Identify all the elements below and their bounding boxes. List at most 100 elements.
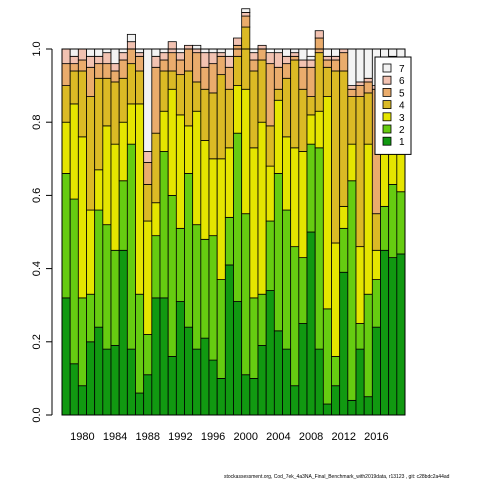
bar-segment-2011-age-7 [331,48,341,57]
bar-segment-1979-age-1 [69,363,79,416]
bar-segment-2003-age-2 [265,220,275,291]
legend-swatch-5 [382,88,392,97]
bar-segment-1984-age-2 [110,249,120,346]
bar-segment-2002-age-6 [257,44,267,50]
bar-segment-1996-age-6 [208,52,218,65]
bar-segment-1978-age-5 [61,63,71,86]
bar-segment-1980-age-5 [77,59,87,72]
bar-segment-1995-age-4 [200,88,210,141]
bar-segment-2013-age-4 [347,96,357,145]
bar-segment-1984-age-6 [110,63,120,72]
bar-segment-2007-age-2 [298,257,308,324]
bar-segment-1990-age-6 [159,52,169,61]
bar-segment-2019-age-2 [396,191,406,255]
bar-segment-2010-age-4 [322,66,332,97]
bar-segment-1988-age-5 [143,162,153,185]
bar-segment-1978-age-3 [61,121,71,174]
bar-segment-1986-age-3 [126,103,136,145]
x-tick-label: 1984 [103,431,127,443]
bar-segment-2005-age-1 [282,348,292,416]
bar-segment-2012-age-3 [339,205,349,229]
bar-segment-1980-age-1 [77,385,87,416]
bar-segment-1994-age-1 [192,348,202,416]
bar-segment-1984-age-3 [110,143,120,251]
legend-swatch-6 [382,75,392,85]
bar-segment-2016-age-4 [371,213,381,251]
bar-segment-1988-age-6 [143,151,153,163]
bar-segment-2011-age-5 [331,59,341,72]
bar-segment-1995-age-5 [200,66,210,90]
bar-segment-1994-age-2 [192,224,202,350]
bar-segment-1985-age-7 [118,48,128,54]
bar-segment-1992-age-1 [175,301,185,416]
legend-swatch-7 [382,63,392,73]
bar-segment-2004-age-3 [273,99,283,174]
bar-segment-2004-age-7 [273,48,283,54]
bar-segment-2018-age-7 [388,48,398,57]
bar-segment-1999-age-6 [233,37,243,46]
bar-segment-1984-age-5 [110,70,120,83]
legend-label-1: 1 [399,137,405,148]
bar-segment-1979-age-4 [69,70,79,105]
bar-segment-1996-age-2 [208,235,218,361]
bar-segment-2014-age-3 [355,246,365,324]
bar-segment-2005-age-3 [282,136,292,211]
bar-segment-2006-age-2 [290,246,300,387]
bar-segment-1979-age-5 [69,63,79,72]
bar-segment-1984-age-4 [110,81,120,145]
bar-segment-1992-age-2 [175,227,185,302]
bar-segment-2012-age-5 [339,52,349,72]
legend-label-7: 7 [399,64,405,75]
bar-segment-2007-age-6 [298,59,308,68]
bar-segment-1996-age-7 [208,48,218,54]
y-axis: 0.0 0.2 0.4 0.6 0.8 1.0 [31,41,53,423]
bar-segment-2012-age-1 [339,271,349,416]
bar-segment-1981-age-4 [86,96,96,211]
bar-segment-1985-age-2 [118,180,128,251]
bar-segment-1996-age-1 [208,359,218,416]
bar-segment-2005-age-4 [282,77,292,138]
bar-segment-2010-age-7 [322,48,332,57]
bar-segment-2002-age-5 [257,48,267,61]
bar-segment-2005-age-7 [282,48,292,57]
bar-segment-2012-age-4 [339,70,349,207]
bar-segment-2000-age-3 [241,88,251,215]
x-tick-label: 2016 [364,431,388,443]
bar-segment-2000-age-4 [241,26,251,90]
bar-segment-2015-age-5 [363,81,373,94]
bar-segment-2016-age-2 [371,279,381,328]
bar-segment-2001-age-2 [249,297,259,379]
bar-segment-1981-age-7 [86,48,96,57]
bar-segment-1998-age-6 [224,55,234,68]
bars-group [61,8,406,416]
legend-label-6: 6 [399,76,405,87]
bar-segment-1982-age-7 [94,48,104,57]
bar-segment-1993-age-4 [184,70,194,127]
bar-segment-2011-age-1 [331,385,341,416]
bar-segment-2013-age-5 [347,88,357,97]
bar-segment-1981-age-6 [86,55,96,68]
y-tick-label: 0.6 [31,188,43,203]
bar-segment-1999-age-5 [233,44,243,57]
bar-segment-1997-age-5 [216,55,226,76]
x-tick-label: 2004 [266,431,290,443]
bar-segment-1994-age-5 [192,52,202,83]
bar-segment-1995-age-2 [200,238,210,339]
bar-segment-2011-age-6 [331,55,341,61]
x-tick-label: 1996 [201,431,225,443]
bar-segment-1998-age-2 [224,216,234,266]
y-tick-label: 1.0 [31,41,43,56]
bar-segment-2002-age-3 [257,121,267,295]
bar-segment-1993-age-1 [184,326,194,416]
bar-segment-2015-age-3 [363,143,373,295]
bar-segment-2003-age-6 [265,52,275,65]
bar-segment-1989-age-5 [151,66,161,134]
bar-segment-1988-age-3 [143,220,153,335]
bar-segment-2006-age-4 [290,59,300,149]
bar-segment-2002-age-1 [257,345,267,416]
footer-note: stockassessment.org, Cod_7ek_4a3NA_Final… [224,474,450,480]
bar-segment-1987-age-4 [135,70,145,105]
bar-segment-1983-age-2 [102,224,112,350]
